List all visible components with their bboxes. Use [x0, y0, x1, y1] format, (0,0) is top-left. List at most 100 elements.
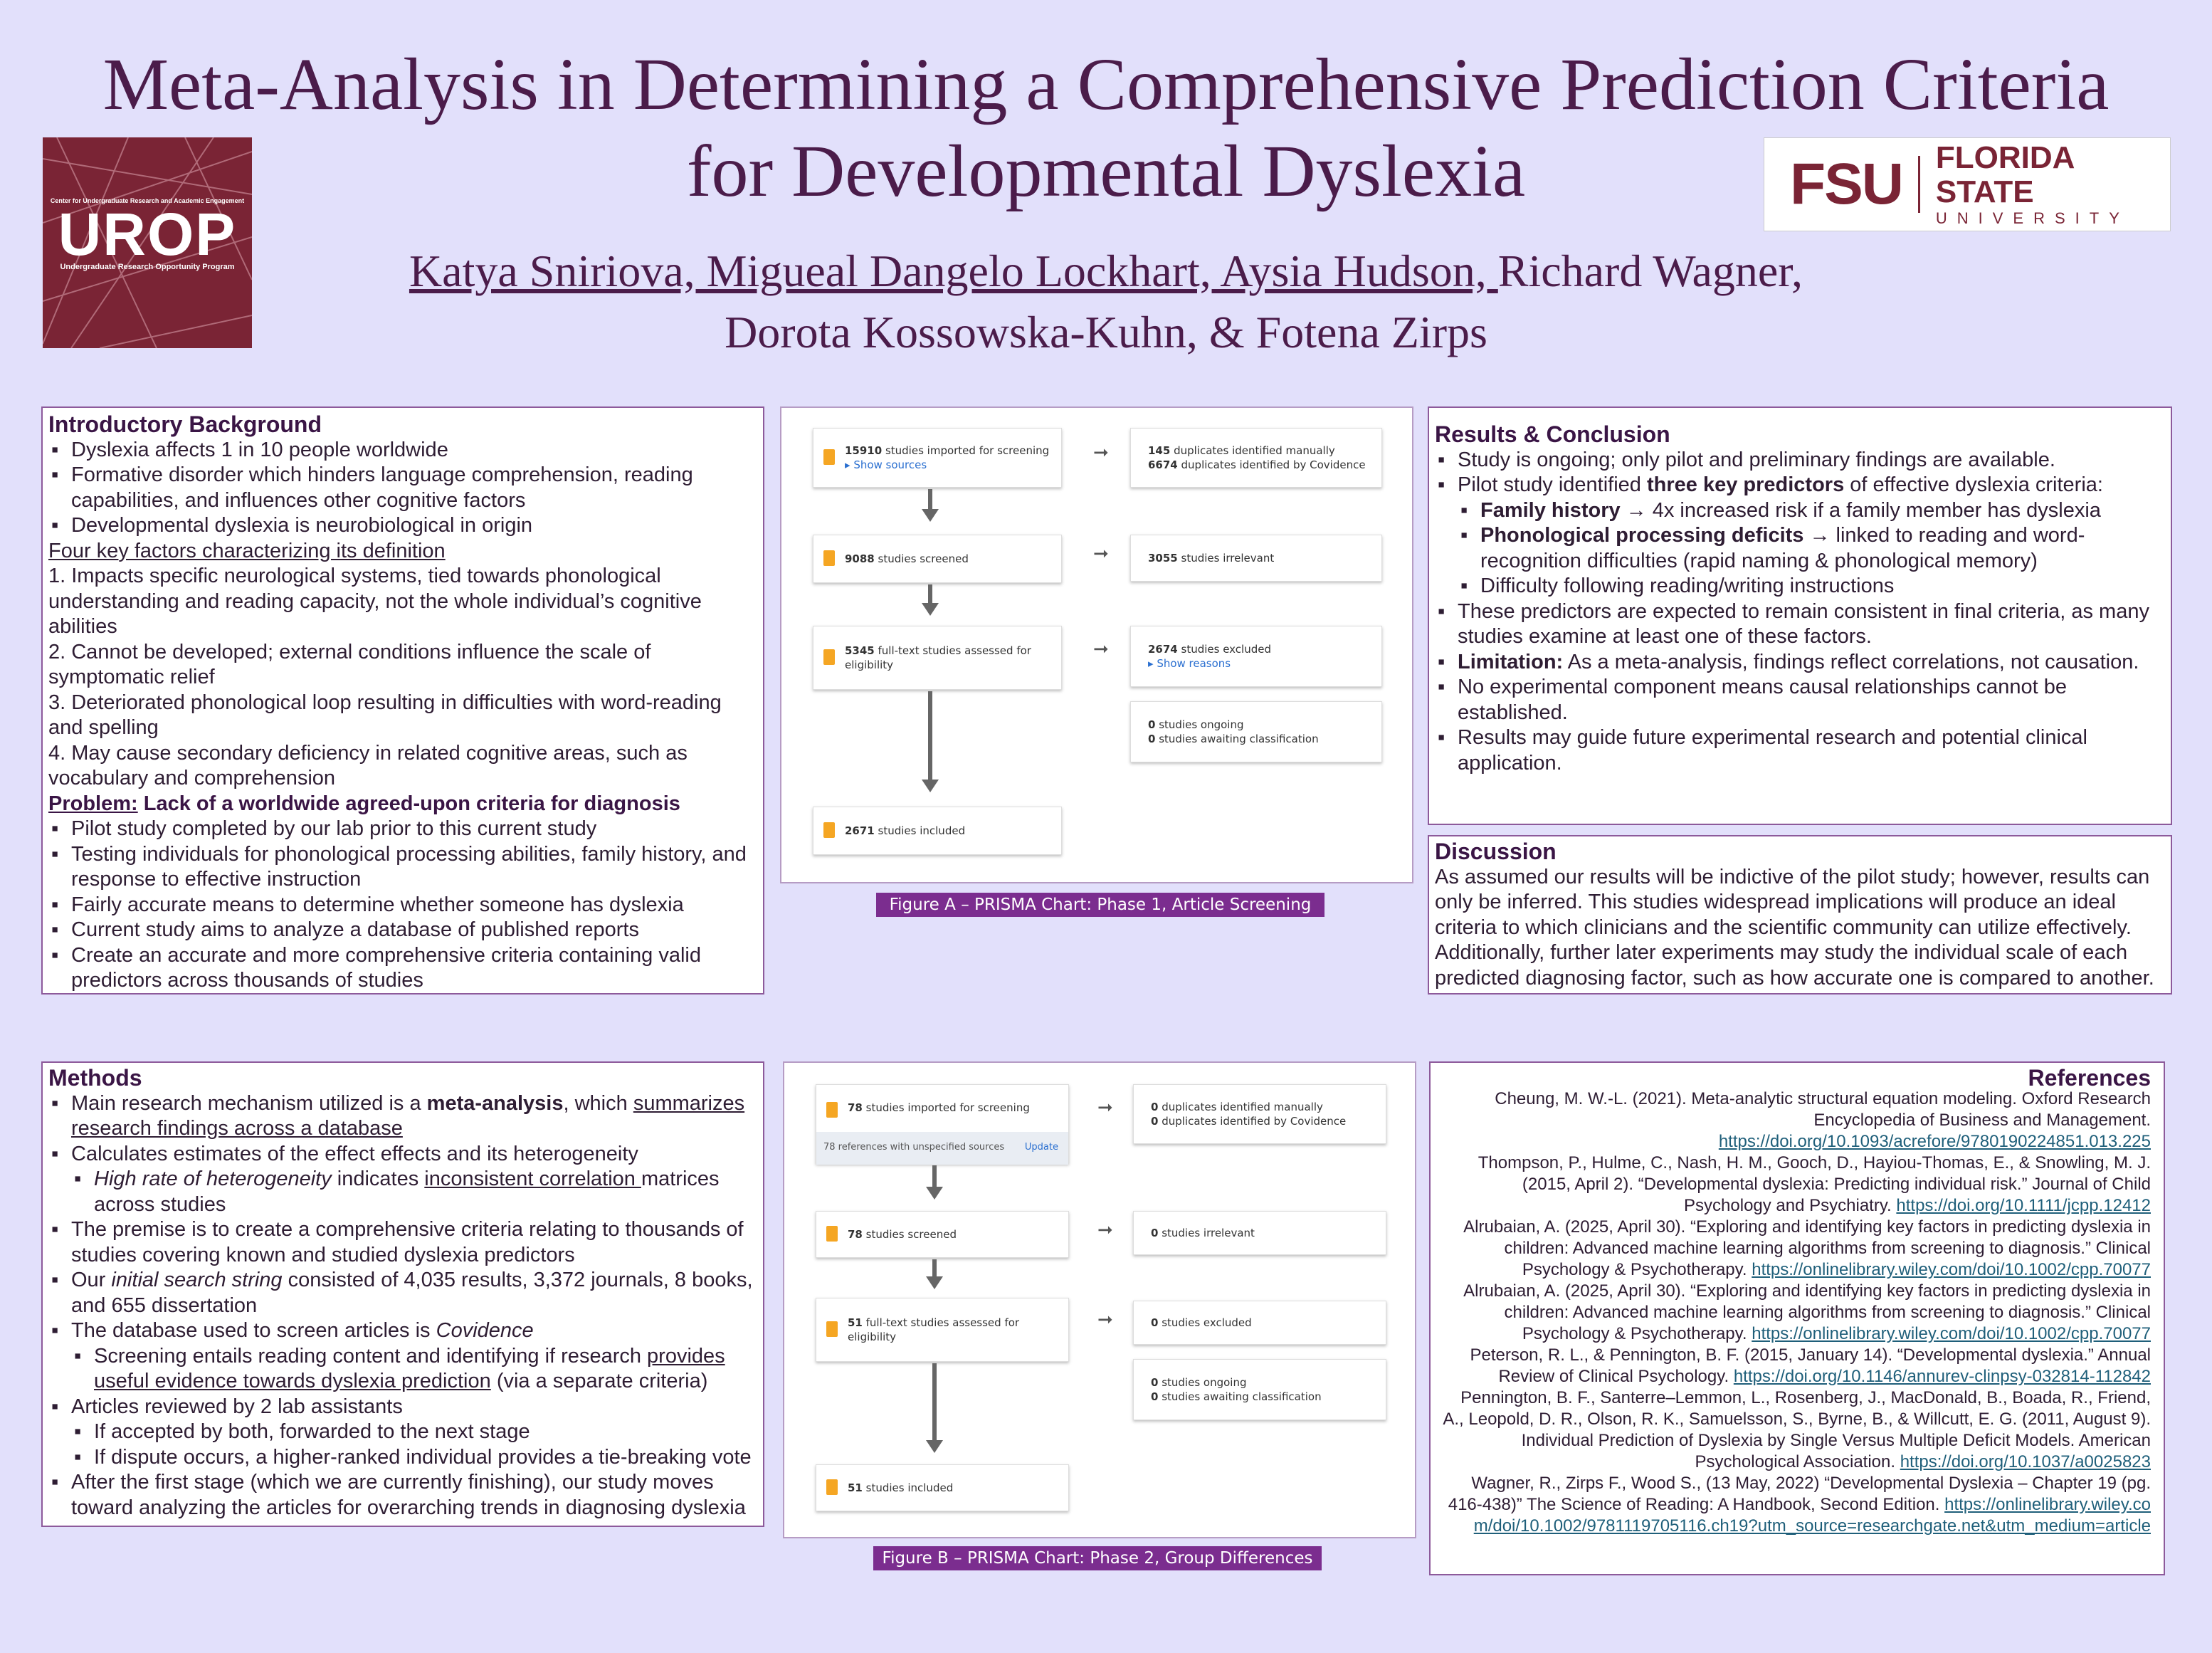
text-underline: provides useful evidence towards dyslexi…: [94, 1344, 725, 1393]
flow-line: [928, 489, 932, 510]
figure-a: 15910 studies imported for screening ▸ Sh…: [780, 406, 1413, 883]
figb-unspecified-text: 78 references with unspecified sources: [823, 1142, 1005, 1153]
list-item: Pilot study identified three key predict…: [1435, 473, 2165, 498]
reference-link[interactable]: https://doi.org/10.1037/a0025823: [1900, 1452, 2151, 1471]
text-italic: High rate of heterogeneity: [94, 1167, 332, 1190]
reference-link[interactable]: https://doi.org/10.1093/acrefore/9780190…: [1718, 1132, 2151, 1151]
reference-link[interactable]: https://doi.org/10.1146/annurev-clinpsy-…: [1733, 1367, 2151, 1386]
list-item: The premise is to create a comprehensive…: [48, 1217, 757, 1268]
reference-4: Alrubaian, A. (2025, April 30). “Explori…: [1438, 1281, 2151, 1345]
reference-6: Pennington, B. F., Santerre–Lemmon, L., …: [1438, 1387, 2151, 1473]
methods-bullets: Main research mechanism utilized is a me…: [48, 1091, 757, 1521]
factor-3: 3. Deteriorated phonological loop result…: [48, 691, 722, 740]
methods-heading: Methods: [48, 1065, 142, 1091]
figa-dup-manual-label: duplicates identified manually: [1170, 444, 1335, 457]
authors-underlined: Katya Sniriova, Migueal Dangelo Lockhart…: [409, 246, 1498, 296]
text-bold: Family history: [1480, 498, 1621, 522]
figb-fulltext-card: 51 full-text studies assessed for eligib…: [816, 1298, 1069, 1362]
reference-text: Pennington, B. F., Santerre–Lemmon, L., …: [1443, 1388, 2151, 1471]
list-item: If dispute occurs, a higher-ranked indiv…: [48, 1445, 757, 1471]
right-arrow-icon: ➞: [1097, 1309, 1113, 1331]
figb-duplicates-card: 0 duplicates identified manually 0 duplic…: [1133, 1084, 1386, 1144]
document-icon: [823, 822, 835, 838]
references-panel: References Cheung, M. W.-L. (2021). Meta…: [1429, 1061, 2165, 1575]
fsu-logo: FSU FLORIDA STATE UNIVERSITY: [1764, 137, 2171, 231]
figa-excluded-label: studies excluded: [1177, 643, 1271, 656]
text: As a meta-analysis, findings reflect cor…: [1563, 650, 2139, 673]
figa-fulltext-count: 5345: [845, 644, 875, 657]
text: (via a separate criteria): [490, 1370, 708, 1392]
figa-fulltext-label: full-text studies assessed for eligibili…: [845, 644, 1031, 671]
text-bold: Phonological processing deficits: [1480, 524, 1804, 547]
text-bold: meta-analysis: [426, 1091, 564, 1115]
list-item: Phonological processing deficits → linke…: [1435, 523, 2165, 574]
reference-3: Alrubaian, A. (2025, April 30). “Explori…: [1438, 1217, 2151, 1281]
document-icon: [826, 1479, 838, 1495]
figa-imported-label: studies imported for screening: [882, 444, 1050, 457]
text-bold: Limitation:: [1458, 650, 1564, 673]
reference-text: Alrubaian, A. (2025, April 30). “Explori…: [1463, 1217, 2151, 1279]
figa-screened-count: 9088: [845, 552, 875, 565]
document-icon: [826, 1226, 838, 1242]
title-line-2: for Developmental Dyslexia: [686, 130, 1526, 212]
discussion-heading: Discussion: [1435, 839, 1557, 864]
text: The database used to screen articles is: [71, 1319, 436, 1342]
figure-b-caption: Figure B – PRISMA Chart: Phase 2, Group …: [873, 1546, 1322, 1570]
reference-link[interactable]: https://doi.org/10.1111/jcpp.12412: [1896, 1196, 2151, 1215]
reference-5: Peterson, R. L., & Pennington, B. F. (20…: [1438, 1345, 2151, 1387]
figb-excluded-card: 0 studies excluded: [1133, 1301, 1386, 1345]
reference-link[interactable]: https://onlinelibrary.wiley.com/doi/10.1…: [1473, 1495, 2151, 1536]
figb-unspecified-bar: 78 references with unspecified sources U…: [816, 1132, 1068, 1165]
reference-link[interactable]: https://onlinelibrary.wiley.com/doi/10.1…: [1752, 1324, 2151, 1343]
flow-line: [932, 1165, 937, 1188]
right-arrow-icon: ➞: [1093, 639, 1109, 660]
list-item: High rate of heterogeneity indicates inc…: [48, 1167, 757, 1217]
reference-2: Thompson, P., Hulme, C., Nash, H. M., Go…: [1438, 1153, 2151, 1217]
figb-screened-label: studies screened: [862, 1228, 957, 1241]
urop-wordmark: UROP: [58, 201, 237, 268]
results-bullets: Study is ongoing; only pilot and prelimi…: [1435, 448, 2165, 777]
figa-show-sources[interactable]: ▸ Show sources: [845, 458, 927, 471]
text: , which: [563, 1091, 633, 1115]
figa-screened-card: 9088 studies screened: [813, 535, 1062, 583]
flow-line: [932, 1363, 937, 1442]
figa-included-count: 2671: [845, 824, 875, 837]
figa-show-reasons[interactable]: ▸ Show reasons: [1148, 657, 1231, 670]
document-icon: [826, 1102, 838, 1118]
list-item: Developmental dyslexia is neurobiologica…: [48, 513, 757, 539]
text-bold: three key predictors: [1646, 473, 1845, 496]
reference-text: Alrubaian, A. (2025, April 30). “Explori…: [1463, 1281, 2151, 1343]
figa-included-card: 2671 studies included: [813, 807, 1062, 855]
urop-subtitle: Undergraduate Research Opportunity Progr…: [60, 263, 235, 271]
figb-fulltext-count: 51: [848, 1316, 863, 1329]
text-italic: Covidence: [436, 1319, 534, 1342]
figa-included-label: studies included: [874, 824, 966, 837]
reference-1: Cheung, M. W.-L. (2021). Meta-analytic s…: [1438, 1088, 2151, 1153]
figa-dup-cov-label: duplicates identified by Covidence: [1177, 458, 1366, 471]
figb-included-count: 51: [848, 1481, 863, 1494]
figb-irrelevant-count: 0: [1151, 1227, 1159, 1239]
figa-fulltext-card: 5345 full-text studies assessed for elig…: [813, 626, 1062, 690]
figb-dup-manual-label: duplicates identified manually: [1158, 1101, 1323, 1113]
reference-link[interactable]: https://onlinelibrary.wiley.com/doi/10.1…: [1752, 1260, 2151, 1279]
figb-dup-manual-count: 0: [1151, 1101, 1159, 1113]
document-icon: [823, 649, 835, 665]
authors-rest: Richard Wagner,: [1497, 246, 1803, 296]
figa-imported-card: 15910 studies imported for screening ▸ Sh…: [813, 428, 1062, 488]
list-item: These predictors are expected to remain …: [1435, 599, 2165, 650]
list-item: After the first stage (which we are curr…: [48, 1470, 757, 1521]
right-arrow-icon: ➞: [1093, 442, 1109, 463]
factors-heading: Four key factors characterizing its defi…: [48, 539, 446, 562]
update-link[interactable]: Update: [1024, 1142, 1058, 1153]
discussion-text: As assumed our results will be indictive…: [1435, 865, 2154, 990]
fsu-name: FLORIDA STATE: [1935, 140, 2074, 209]
intro-bullets-1: Dyslexia affects 1 in 10 people worldwid…: [48, 438, 757, 539]
figb-imported-label: studies imported for screening: [862, 1101, 1030, 1114]
text: Pilot study identified: [1458, 473, 1647, 496]
figb-included-label: studies included: [862, 1481, 954, 1494]
figa-dup-manual-count: 145: [1148, 444, 1171, 457]
list-item: The database used to screen articles is …: [48, 1318, 757, 1344]
list-item: Current study aims to analyze a database…: [48, 918, 757, 943]
list-item: Our initial search string consisted of 4…: [48, 1268, 757, 1318]
text: → linked to reading and word-recognition…: [1480, 524, 2085, 572]
